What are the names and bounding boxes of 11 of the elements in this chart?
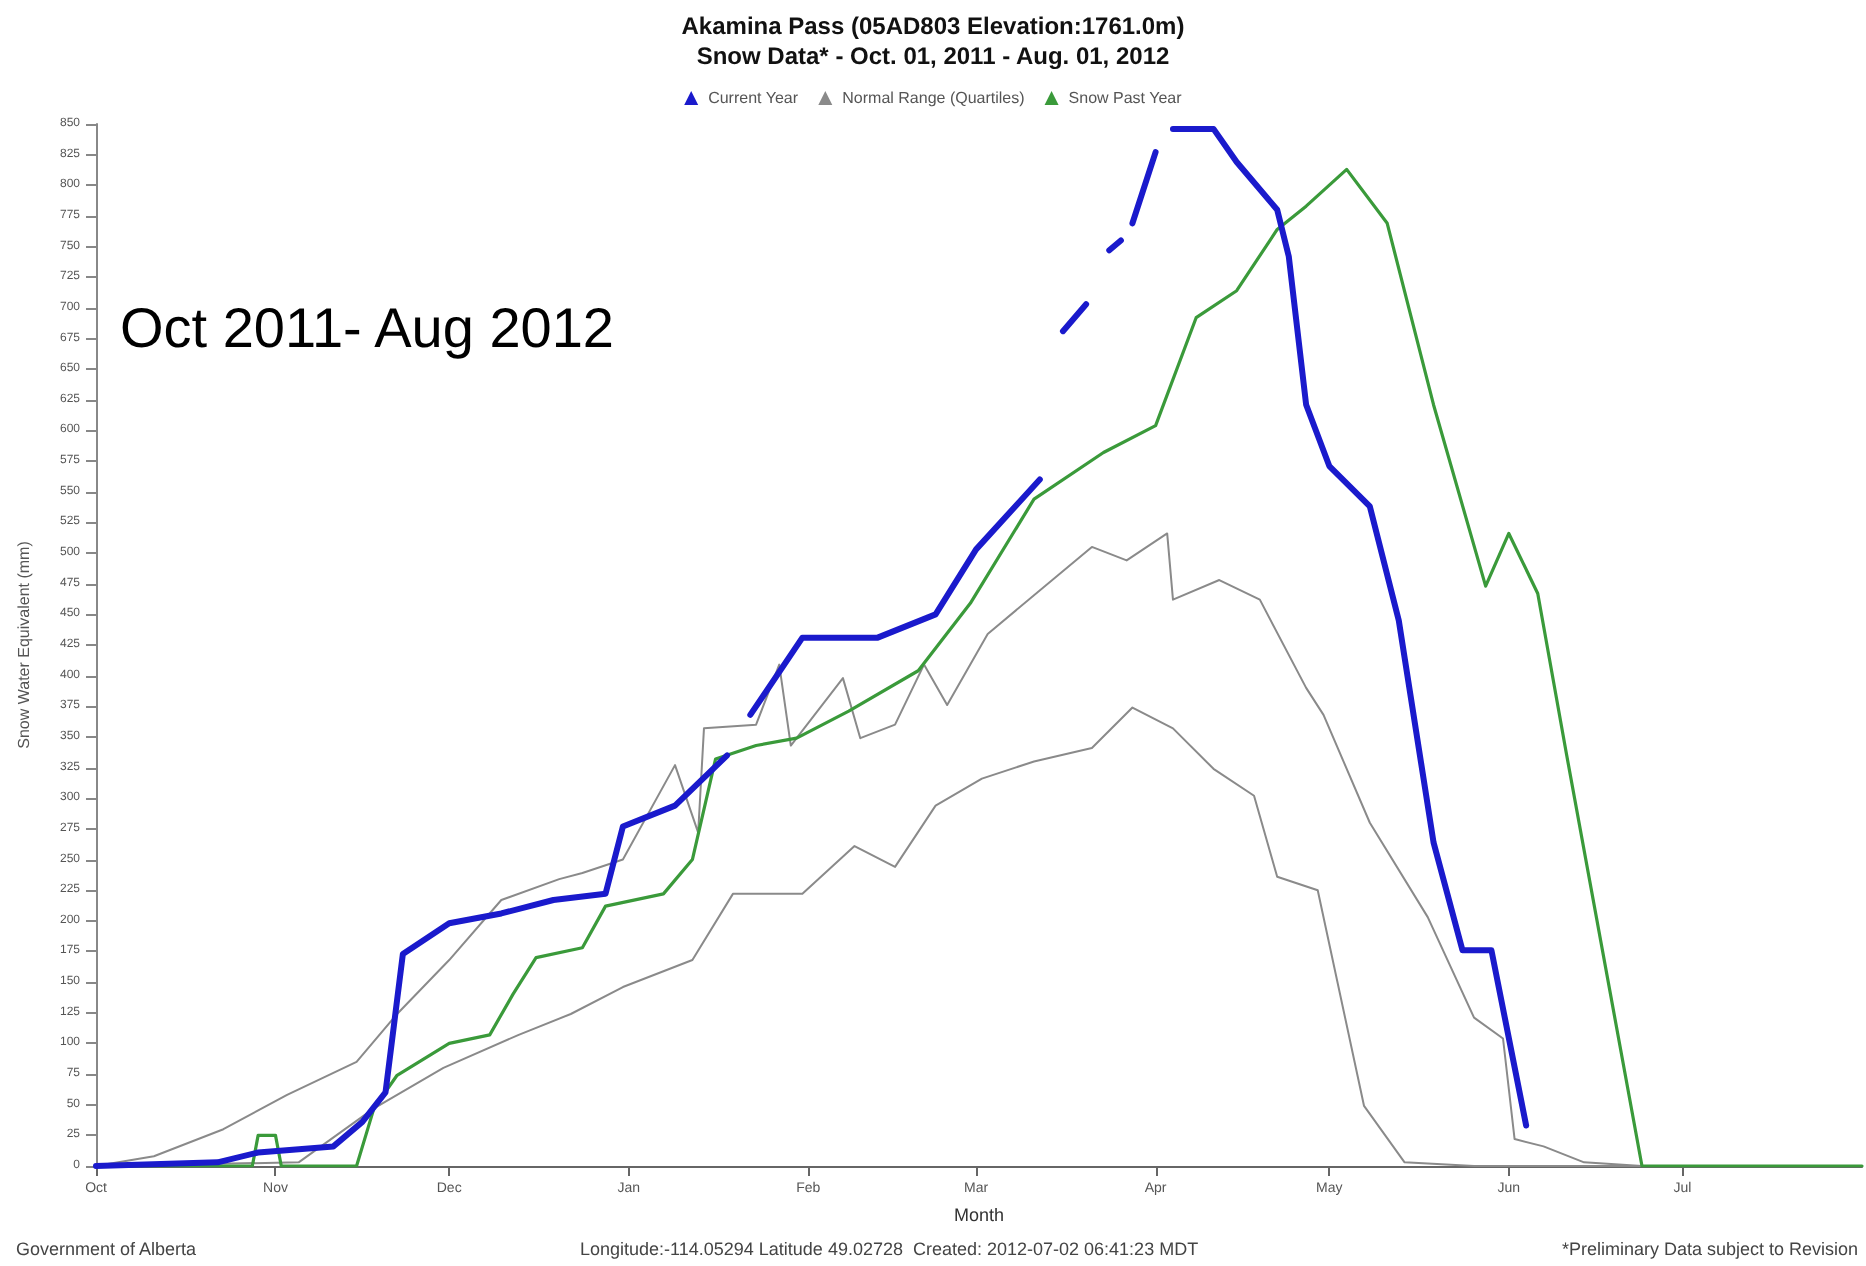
chart-title: Akamina Pass (05AD803 Elevation:1761.0m) xyxy=(681,12,1185,40)
chart-subtitle: Snow Data* - Oct. 01, 2011 - Aug. 01, 2012 xyxy=(696,42,1170,70)
annotation: Oct 2011- Aug 2012 xyxy=(120,297,614,359)
text: Longitude:-114.05294 Latitude 49.02728 Created: 2012-07-02 06:41:23 MDT xyxy=(580,1239,1200,1259)
text: *Preliminary Data subject to Revision xyxy=(1561,1239,1858,1259)
y-axis-title: Snow Water Equivalent (mm) xyxy=(15,540,33,749)
legend-label: Current Year xyxy=(708,89,799,107)
text: Government of Alberta xyxy=(16,1239,197,1259)
legend-label: Normal Range (Quartiles) xyxy=(842,89,1026,107)
legend-label: Snow Past Year xyxy=(1068,89,1183,107)
x-axis-title: Month xyxy=(953,1204,1005,1225)
